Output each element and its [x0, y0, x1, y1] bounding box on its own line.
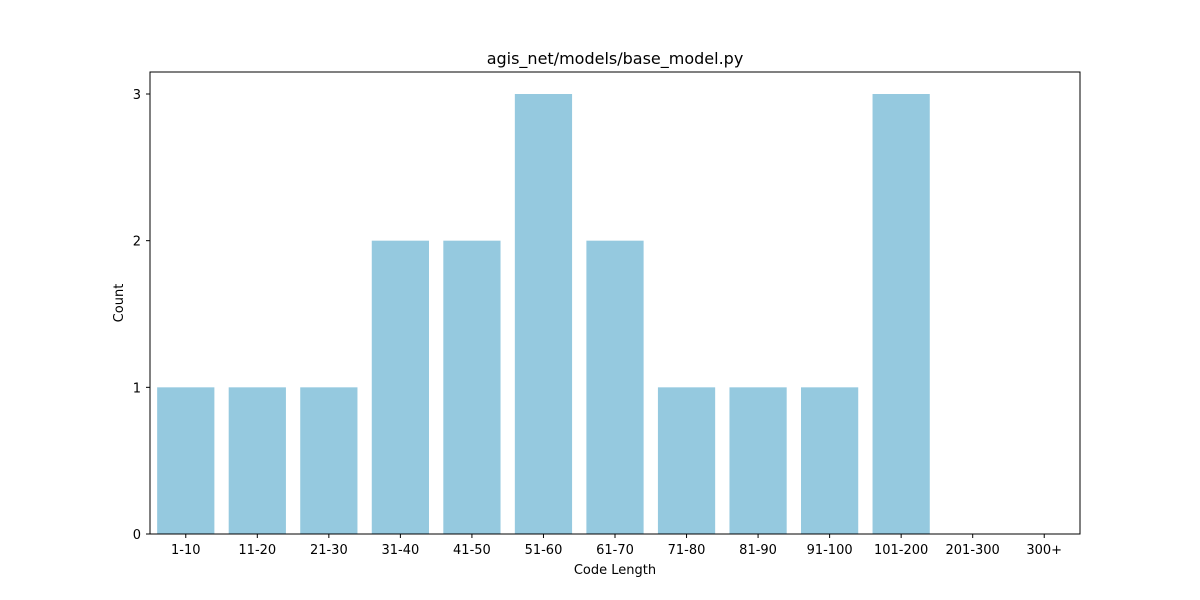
x-tick-label: 21-30: [310, 543, 348, 558]
y-tick-label: 1: [133, 381, 141, 396]
x-tick-label: 101-200: [874, 543, 928, 558]
x-axis-label: Code Length: [574, 563, 656, 578]
bar-71-80: [657, 387, 716, 534]
y-tick-label: 2: [133, 235, 141, 250]
x-tick-label: 1-10: [171, 543, 201, 558]
bar-11-20: [228, 387, 286, 534]
x-tick-label: 41-50: [453, 543, 491, 558]
bar-81-90: [729, 387, 787, 534]
bar-91-100: [801, 387, 859, 534]
y-axis-ticks: 0 1 2 3: [133, 88, 150, 543]
x-tick-label: 71-80: [668, 543, 706, 558]
x-tick-label: 91-100: [807, 543, 853, 558]
x-tick-label: 31-40: [381, 543, 419, 558]
bar-21-30: [300, 387, 358, 534]
bar-41-50: [443, 240, 501, 534]
x-tick-label: 11-20: [238, 543, 276, 558]
x-tick-label: 51-60: [525, 543, 563, 558]
x-tick-label: 300+: [1026, 543, 1062, 558]
x-axis-ticks: 1-10 11-20 21-30 31-40 41-50 51-60 61-70 71-80 8…: [171, 534, 1062, 558]
y-tick-label: 3: [133, 88, 141, 103]
chart-title: agis_net/models/base_model.py: [487, 49, 744, 69]
bar-1-10: [157, 387, 215, 534]
bar-61-70: [586, 240, 644, 534]
bar-51-60: [514, 94, 573, 534]
y-axis-label: Count: [112, 284, 127, 323]
y-tick-label: 0: [133, 528, 141, 543]
bars-group: [157, 94, 930, 534]
x-tick-label: 61-70: [596, 543, 634, 558]
bar-101-200: [872, 94, 930, 534]
bar-31-40: [371, 240, 429, 534]
x-tick-label: 201-300: [946, 543, 1000, 558]
x-tick-label: 81-90: [739, 543, 777, 558]
